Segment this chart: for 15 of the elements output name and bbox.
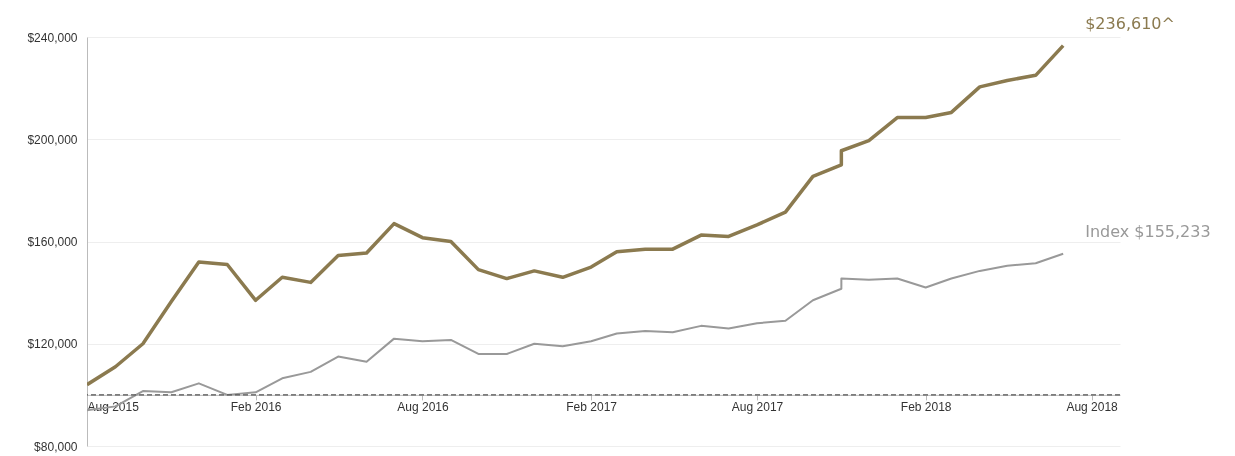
y-tick-label: $80,000 <box>34 439 78 454</box>
annotation: $236,610^ <box>1085 13 1175 33</box>
x-tick-label: Aug 2016 <box>397 400 449 415</box>
x-tick-label: Aug 2018 <box>1066 400 1119 415</box>
line-series <box>87 43 1065 387</box>
x-tick-label: Feb 2017 <box>566 400 618 415</box>
y-tick-label: $200,000 <box>27 132 78 147</box>
line-series <box>87 252 1065 412</box>
x-tick-label: Feb 2018 <box>900 400 952 415</box>
annotation: Index $155,233 <box>1085 221 1211 241</box>
y-tick-label: $120,000 <box>27 337 78 352</box>
x-tick-label: Aug 2017 <box>731 400 784 415</box>
x-tick-label: Feb 2016 <box>230 400 282 415</box>
y-tick-label: $160,000 <box>27 235 78 249</box>
y-tick-label: $240,000 <box>27 30 78 45</box>
